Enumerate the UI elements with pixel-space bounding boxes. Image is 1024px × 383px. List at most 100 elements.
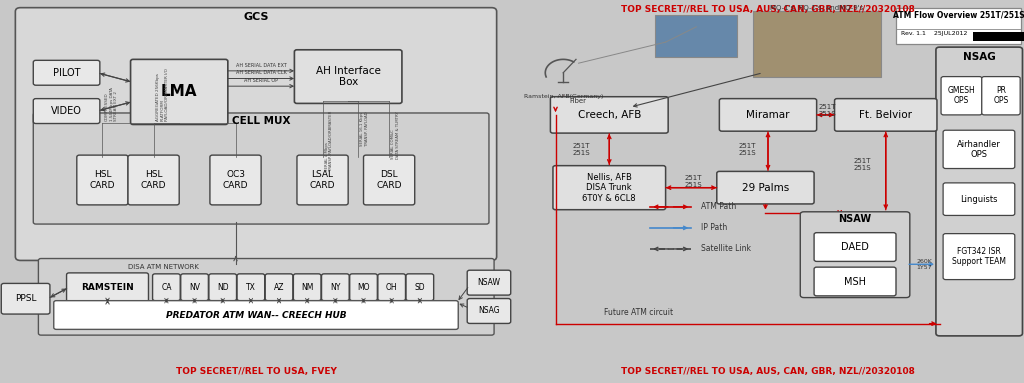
- FancyBboxPatch shape: [551, 97, 668, 133]
- Text: RAMSTEIN: RAMSTEIN: [81, 283, 134, 292]
- Text: Satellite Link: Satellite Link: [701, 244, 752, 254]
- FancyBboxPatch shape: [238, 274, 265, 301]
- Text: Nellis, AFB
DISA Trunk
6T0Y & 6CL8: Nellis, AFB DISA Trunk 6T0Y & 6CL8: [583, 173, 636, 203]
- FancyBboxPatch shape: [814, 232, 896, 261]
- FancyBboxPatch shape: [128, 155, 179, 205]
- FancyBboxPatch shape: [295, 50, 401, 103]
- Text: MO: MO: [357, 283, 370, 292]
- FancyBboxPatch shape: [131, 59, 228, 124]
- Text: Airhandler
OPS: Airhandler OPS: [957, 140, 1000, 159]
- Text: SERIAL 4 Mbps
TRANSP. PAYLOAD/ORBMASTER: SERIAL 4 Mbps TRANSP. PAYLOAD/ORBMASTER: [325, 111, 333, 171]
- Text: AZ: AZ: [273, 283, 285, 292]
- Text: PREDATOR ATM WAN-- CREECH HUB: PREDATOR ATM WAN-- CREECH HUB: [166, 311, 346, 319]
- FancyBboxPatch shape: [77, 155, 128, 205]
- Text: SD: SD: [415, 283, 425, 292]
- FancyBboxPatch shape: [717, 171, 814, 204]
- FancyBboxPatch shape: [553, 165, 666, 210]
- Text: 251T
251S: 251T 251S: [685, 175, 702, 188]
- Text: Rev. 1.1    25JUL2012: Rev. 1.1 25JUL2012: [901, 31, 968, 36]
- Text: GMESH
OPS: GMESH OPS: [947, 86, 976, 105]
- Text: AH SERIAL OP: AH SERIAL OP: [244, 78, 279, 83]
- FancyBboxPatch shape: [801, 212, 910, 298]
- Text: Ramstein, AFB(Germany): Ramstein, AFB(Germany): [523, 94, 603, 99]
- Text: PR
OPS: PR OPS: [993, 86, 1009, 105]
- Text: IP Path: IP Path: [701, 223, 728, 232]
- Text: 251T
251S: 251T 251S: [572, 143, 590, 156]
- Text: Fiber: Fiber: [569, 98, 587, 104]
- Text: NV: NV: [189, 283, 200, 292]
- FancyBboxPatch shape: [153, 274, 180, 301]
- Text: DAED: DAED: [841, 242, 869, 252]
- FancyBboxPatch shape: [15, 8, 497, 260]
- Text: TOP SECRET//REL TO USA, AUS, CAN, GBR, NZL//20320108: TOP SECRET//REL TO USA, AUS, CAN, GBR, N…: [622, 5, 914, 14]
- Text: COMPRESSED
1.544Mbps DATA
STREAM EXT 2: COMPRESSED 1.544Mbps DATA STREAM EXT 2: [104, 87, 118, 121]
- FancyBboxPatch shape: [294, 274, 322, 301]
- FancyBboxPatch shape: [364, 155, 415, 205]
- Text: 251T
251S: 251T 251S: [854, 158, 871, 171]
- FancyBboxPatch shape: [406, 274, 434, 301]
- FancyBboxPatch shape: [943, 234, 1015, 280]
- FancyBboxPatch shape: [33, 113, 489, 224]
- FancyBboxPatch shape: [350, 274, 378, 301]
- Text: ATM Flow Overview 251T/251S: ATM Flow Overview 251T/251S: [893, 11, 1024, 20]
- FancyBboxPatch shape: [322, 274, 349, 301]
- FancyBboxPatch shape: [209, 274, 237, 301]
- Text: PPSL: PPSL: [15, 294, 36, 303]
- FancyBboxPatch shape: [54, 301, 459, 329]
- Text: PILOT: PILOT: [53, 68, 80, 78]
- FancyBboxPatch shape: [943, 130, 1015, 169]
- Text: NSAG: NSAG: [478, 306, 500, 316]
- Text: NSAW: NSAW: [839, 214, 871, 224]
- FancyBboxPatch shape: [265, 274, 293, 301]
- FancyBboxPatch shape: [936, 47, 1022, 336]
- Text: OC3
CARD: OC3 CARD: [223, 170, 248, 190]
- FancyBboxPatch shape: [943, 183, 1015, 215]
- Text: FGT342 ISR
Support TEAM: FGT342 ISR Support TEAM: [952, 247, 1006, 266]
- Text: TX: TX: [246, 283, 256, 292]
- Text: ATM Path: ATM Path: [701, 202, 736, 211]
- Text: VIDEO: VIDEO: [51, 106, 82, 116]
- FancyBboxPatch shape: [467, 270, 511, 295]
- Text: CA: CA: [161, 283, 172, 292]
- Text: SERIAL COM&C
DATA STREAM & TLMTRY: SERIAL COM&C DATA STREAM & TLMTRY: [391, 111, 399, 159]
- Text: 260K
1Y57: 260K 1Y57: [916, 259, 932, 270]
- Text: OH: OH: [386, 283, 397, 292]
- Text: AH SERIAL DATA EXT: AH SERIAL DATA EXT: [236, 63, 287, 68]
- FancyBboxPatch shape: [941, 77, 982, 115]
- Text: LMA: LMA: [161, 84, 198, 100]
- FancyBboxPatch shape: [655, 15, 737, 57]
- Text: NSAW: NSAW: [477, 278, 501, 287]
- FancyBboxPatch shape: [896, 8, 1022, 44]
- FancyBboxPatch shape: [753, 11, 881, 77]
- Text: CELL MUX: CELL MUX: [231, 116, 291, 126]
- Text: Linguists: Linguists: [961, 195, 997, 204]
- FancyBboxPatch shape: [180, 274, 209, 301]
- Text: MSH: MSH: [844, 277, 866, 286]
- Text: TOP SECRET//REL TO USA, FVEY: TOP SECRET//REL TO USA, FVEY: [175, 367, 337, 376]
- FancyBboxPatch shape: [719, 98, 817, 131]
- FancyBboxPatch shape: [39, 259, 495, 335]
- Text: Ft. Belvior: Ft. Belvior: [859, 110, 912, 120]
- Text: NSAG: NSAG: [963, 52, 995, 62]
- Text: AH Interface
Box: AH Interface Box: [315, 66, 381, 87]
- Text: 29 Palms: 29 Palms: [741, 183, 790, 193]
- FancyBboxPatch shape: [467, 299, 511, 323]
- Text: NM: NM: [301, 283, 313, 292]
- FancyBboxPatch shape: [67, 273, 148, 302]
- Text: AGGREGATED 256Kbps
PLATFORM
PAYLOAD/ORBMASTER I/O: AGGREGATED 256Kbps PLATFORM PAYLOAD/ORBM…: [156, 68, 169, 121]
- Text: SERIAL 16.1 Kbps
TRANSP. PAYLOAD: SERIAL 16.1 Kbps TRANSP. PAYLOAD: [360, 111, 369, 146]
- Text: NY: NY: [330, 283, 341, 292]
- Text: ND: ND: [217, 283, 228, 292]
- FancyBboxPatch shape: [210, 155, 261, 205]
- Text: Miramar: Miramar: [746, 110, 790, 120]
- Text: 251T
251S: 251T 251S: [818, 104, 836, 117]
- Text: LSAL
CARD: LSAL CARD: [310, 170, 335, 190]
- Text: DISA ATM NETWORK: DISA ATM NETWORK: [128, 264, 200, 270]
- Text: Creech, AFB: Creech, AFB: [578, 110, 641, 120]
- Text: HSL
CARD: HSL CARD: [141, 170, 166, 190]
- FancyBboxPatch shape: [378, 274, 406, 301]
- FancyBboxPatch shape: [814, 267, 896, 296]
- Text: GCS: GCS: [244, 12, 268, 22]
- FancyBboxPatch shape: [1, 283, 50, 314]
- Text: Future ATM circuit: Future ATM circuit: [604, 308, 674, 317]
